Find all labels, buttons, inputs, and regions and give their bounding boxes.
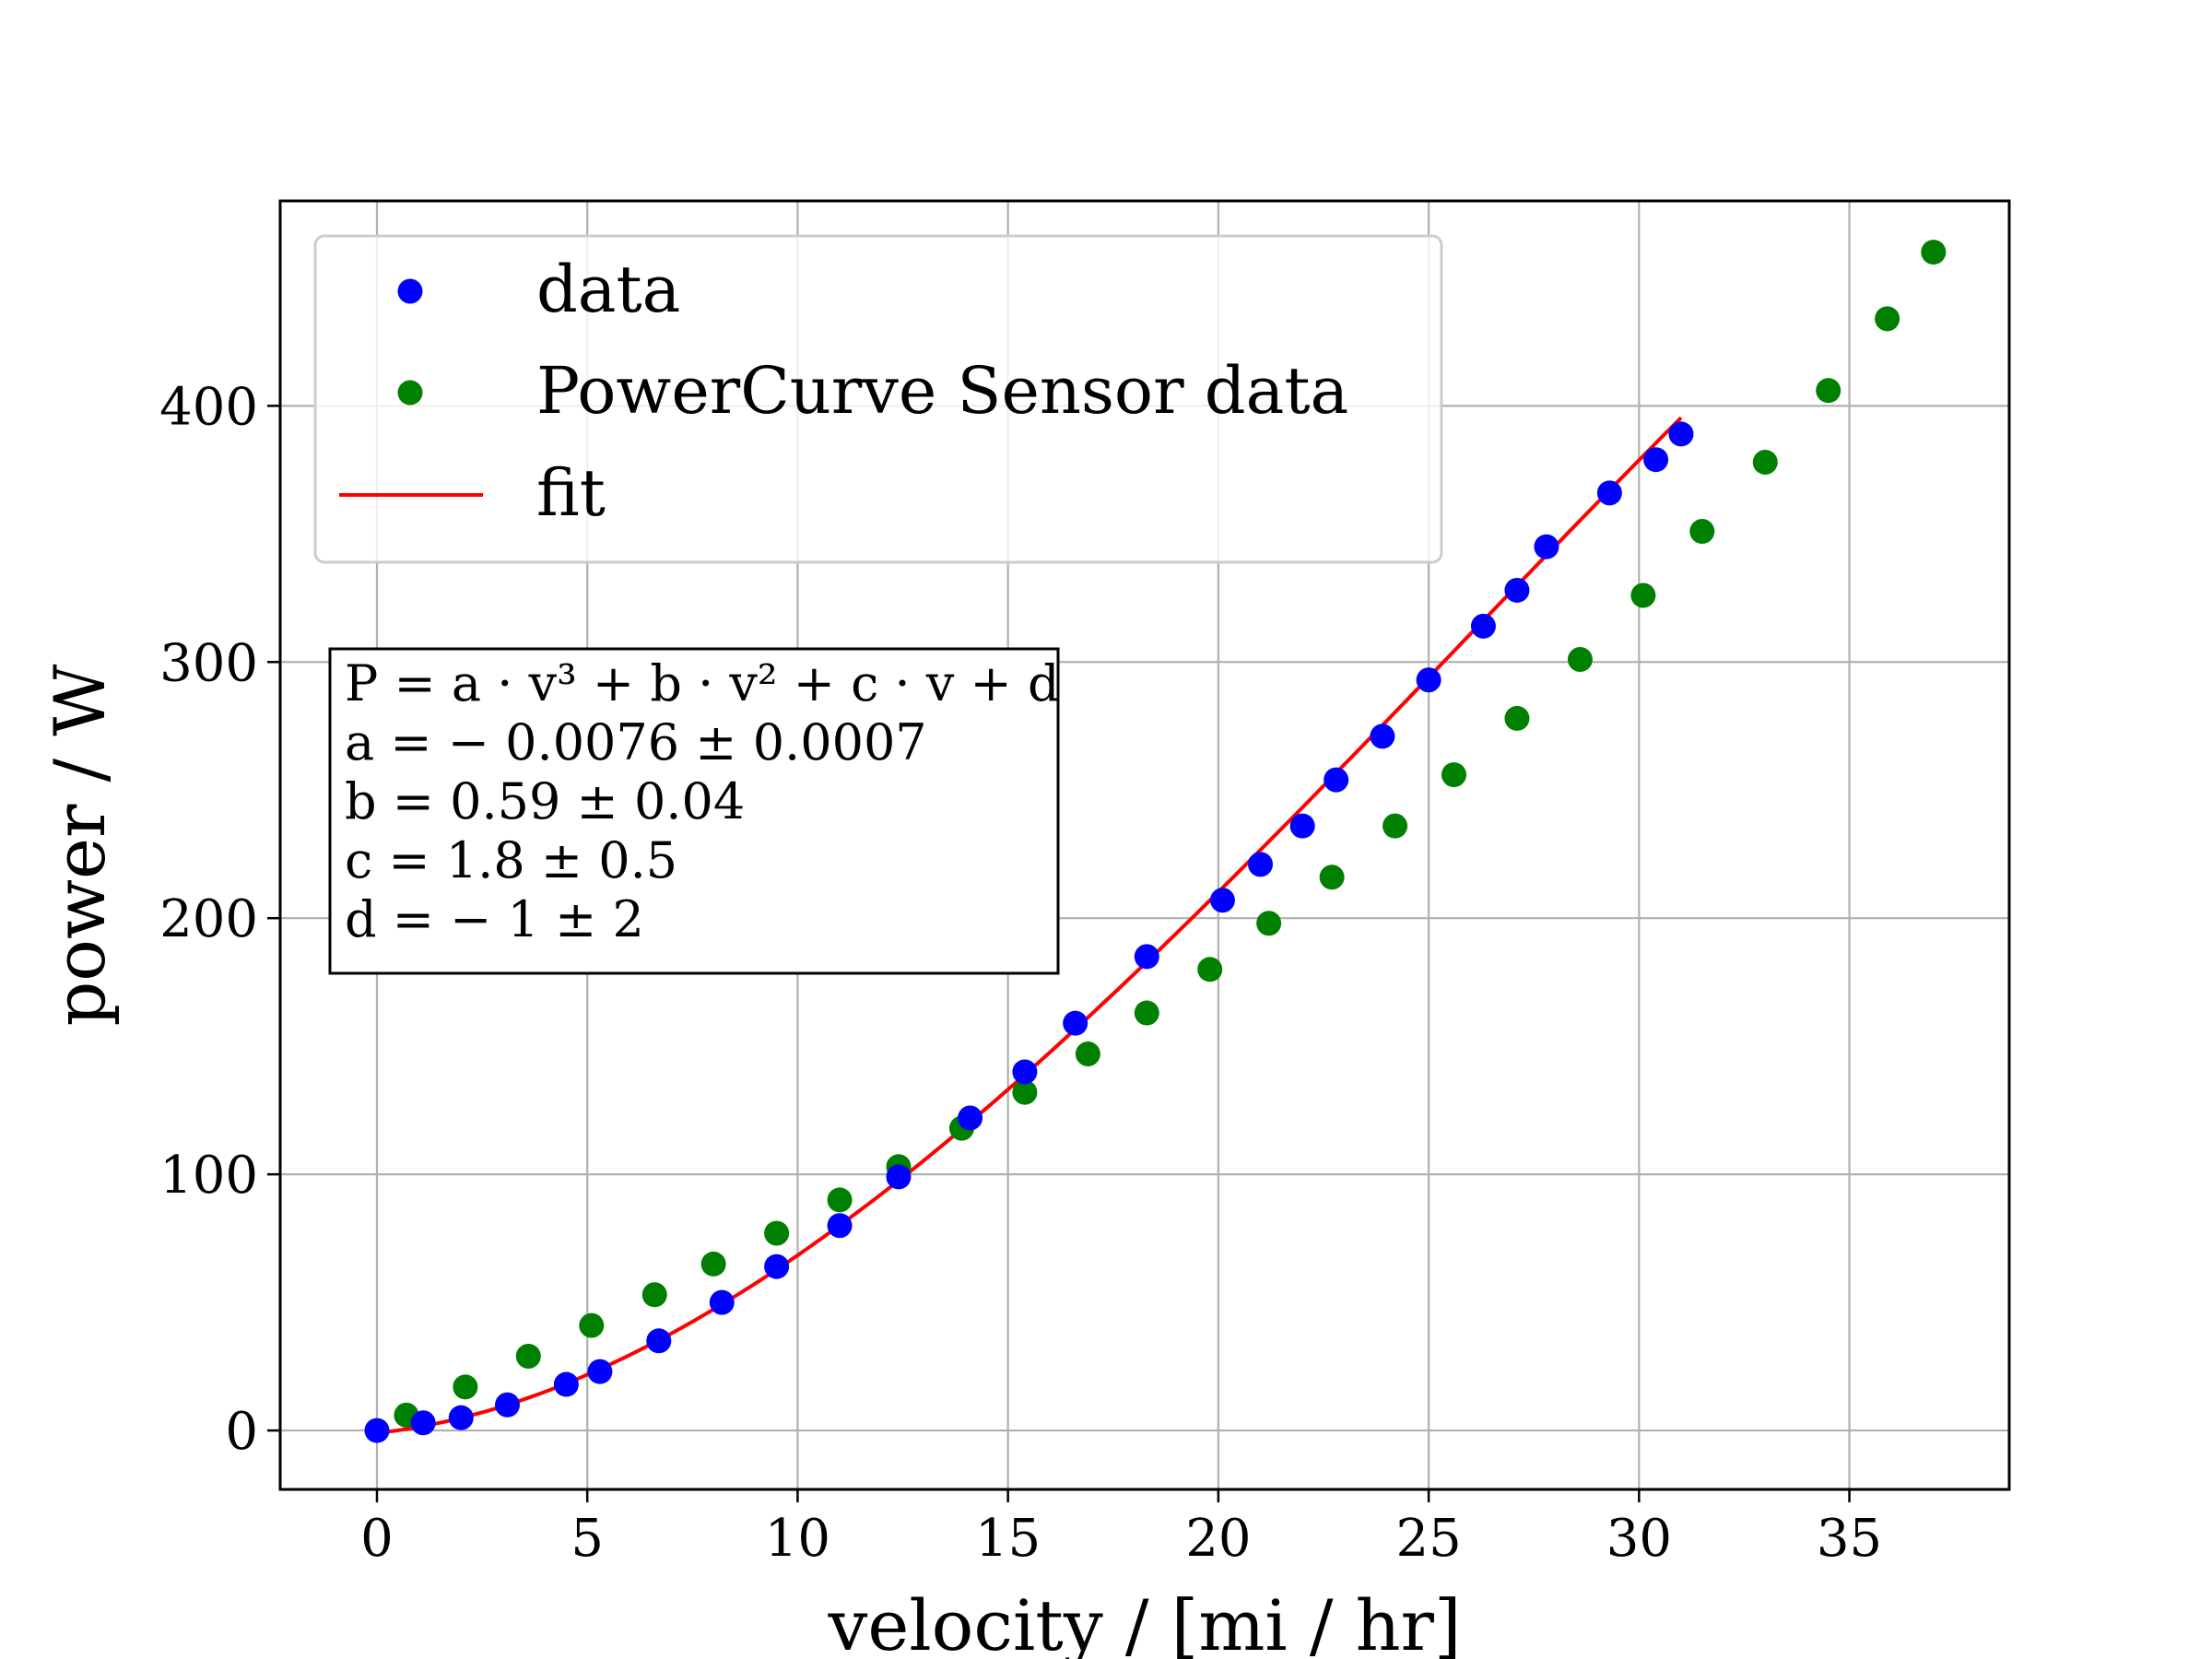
data-point [1416,667,1441,693]
legend: data PowerCurve Sensor data fit [313,234,1443,564]
annotation-line: b = 0.59 ± 0.04 [345,772,745,830]
annotation-line: a = − 0.0076 ± 0.0007 [345,713,927,771]
data-point [1324,767,1349,793]
legend-label: PowerCurve Sensor data [536,353,1348,429]
data-point [364,1418,390,1443]
sensor-data-point [1816,378,1841,404]
legend-marker [397,278,423,304]
sensor-data-point [1319,865,1345,890]
x-tick-label: 20 [1185,1509,1251,1569]
plot-marks [364,240,1947,1443]
legend-box [313,234,1443,564]
x-tick-label: 25 [1395,1509,1461,1569]
sensor-data-point [1689,519,1715,545]
x-axis-label: velocity / [mi / hr] [827,1584,1461,1659]
sensor-data-point [1752,449,1778,475]
annotation-line: c = 1.8 ± 0.5 [345,831,677,889]
x-tick-label: 30 [1606,1509,1672,1569]
sensor-data-point [827,1187,853,1213]
legend-marker [397,380,423,406]
sensor-data-point [453,1374,478,1400]
data-point [410,1410,436,1436]
sensor-data-point [1441,762,1466,788]
annotation-line: P = a · v³ + b · v² + c · v + d [345,654,1060,712]
y-axis-label: power / W [39,665,121,1027]
data-point [958,1105,983,1131]
y-tick-label: 100 [159,1146,258,1206]
annotation-line: d = − 1 ± 2 [345,890,644,948]
sensor-data-point [1382,813,1408,839]
data-point [1063,1010,1088,1036]
x-tick-label: 15 [975,1509,1041,1569]
sensor-data-point [515,1343,541,1369]
data-point [1470,613,1496,639]
x-tick-label: 35 [1817,1509,1882,1569]
fit-annotation: P = a · v³ + b · v² + c · v + da = − 0.0… [328,647,1060,975]
x-tick-label: 0 [360,1509,394,1569]
data-point [1534,534,1559,559]
x-tick-label: 10 [765,1509,830,1569]
sensor-data-point [1875,306,1900,332]
x-tick-label: 5 [571,1509,604,1569]
y-tick-label: 0 [225,1402,258,1462]
data-point [764,1253,790,1279]
sensor-data-point [1134,1000,1159,1026]
data-point [1289,813,1315,839]
sensor-data-point [700,1251,726,1277]
data-point [1643,447,1669,473]
sensor-data-point [1075,1041,1100,1067]
annotation-box [328,647,1060,975]
plot-frame [278,199,2011,1491]
sensor-data-point [764,1220,790,1246]
legend-label: data [536,252,680,327]
data-point [646,1328,672,1354]
data-point [494,1392,520,1418]
data-point [1668,421,1694,447]
sensor-data-point [1012,1079,1038,1105]
sensor-data-point [1256,911,1282,936]
sensor-data-point [1197,957,1223,982]
data-point [1134,944,1159,970]
data-point [1596,480,1622,506]
data-point [709,1289,735,1315]
data-point [1370,724,1395,749]
data-point [1209,888,1235,913]
sensor-data-point [1567,646,1593,672]
data-point [827,1213,853,1239]
sensor-data-point [1504,705,1530,731]
axis-ticks: 0 5 10 15 20 25 30 35 0 100 200 300 400 [159,377,1882,1569]
legend-label: fit [536,455,606,531]
sensor-data-point [641,1282,667,1308]
data-point [1248,852,1274,877]
data-point [553,1371,579,1397]
data-point [886,1164,912,1190]
data-point [587,1359,613,1384]
data-point [1504,577,1530,603]
y-tick-label: 300 [159,633,258,693]
sensor-data-point [579,1312,605,1338]
y-tick-label: 400 [159,377,258,437]
data-point [448,1405,474,1430]
data-point [1012,1059,1038,1085]
y-tick-label: 200 [159,889,258,949]
sensor-data-point [1921,240,1947,265]
sensor-data-point [1630,582,1656,608]
